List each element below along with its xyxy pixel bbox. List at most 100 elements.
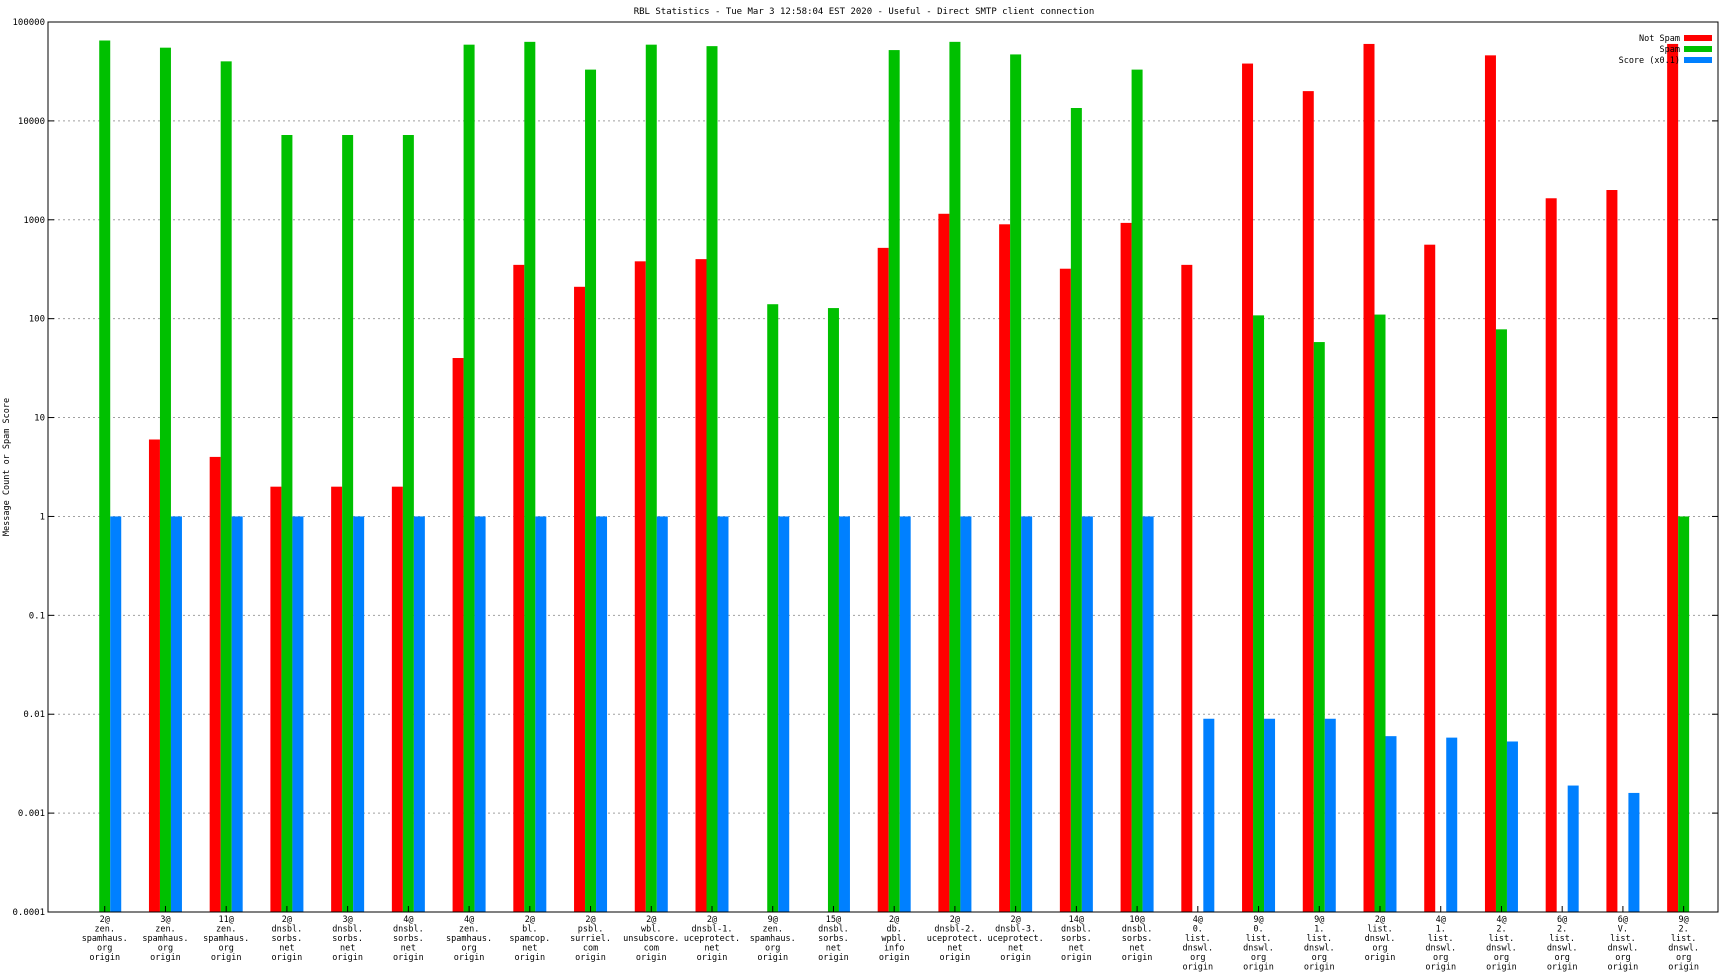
bar-spam — [706, 46, 718, 913]
x-tick-label: 15@ dnsbl. sorbs. net origin — [818, 915, 849, 963]
x-tick-label: 2@ zen. spamhaus. org origin — [82, 915, 128, 963]
bar-spam — [524, 41, 536, 912]
x-tick-label: 2@ dnsbl-3. uceprotect. net origin — [987, 915, 1043, 963]
bar-not-spam — [1181, 264, 1193, 912]
bar-score-x0-1 — [1081, 516, 1093, 912]
bar-score-x0-1 — [778, 516, 790, 912]
x-tick-label: 4@ 1. list. dnswl. org origin — [1425, 915, 1456, 972]
bar-score-x0-1 — [474, 516, 486, 912]
bar-not-spam — [1059, 268, 1071, 912]
bar-spam — [1678, 516, 1690, 912]
bar-not-spam — [877, 247, 889, 913]
bar-score-x0-1 — [960, 516, 972, 912]
bar-not-spam — [1302, 91, 1314, 913]
x-tick-label: 4@ 2. list. dnswl. org origin — [1486, 915, 1517, 972]
x-tick-label: 10@ dnsbl. sorbs. net origin — [1122, 915, 1153, 963]
bar-score-x0-1 — [413, 516, 425, 912]
bar-spam — [1313, 342, 1325, 912]
bar-spam — [585, 69, 597, 912]
bar-spam — [1010, 54, 1022, 912]
bar-spam — [1131, 69, 1143, 912]
y-tick-label: 1 — [40, 512, 45, 522]
bar-score-x0-1 — [353, 516, 365, 912]
bar-not-spam — [1363, 43, 1375, 913]
x-tick-label: 3@ dnsbl. sorbs. net origin — [332, 915, 363, 963]
y-axis-ticks: 0.0001 0.001 0.01 0.1 1 10 100 1000 10000 100000 — [12, 18, 1718, 918]
x-tick-label: 2@ db. wpbl. info origin — [879, 915, 910, 963]
x-tick-label: 2@ wbl. unsubscore. com origin — [623, 915, 679, 963]
bar-not-spam — [574, 286, 586, 913]
bar-spam — [402, 134, 414, 912]
bar-not-spam — [270, 486, 282, 912]
y-tick-label: 100000 — [12, 18, 45, 28]
chart-title: RBL Statistics - Tue Mar 3 12:58:04 EST … — [634, 7, 1095, 17]
bar-score-x0-1 — [899, 516, 911, 912]
x-tick-label: 9@ 0. list. dnswl. org origin — [1243, 915, 1274, 972]
x-tick-label: 2@ list. dnswl. org origin — [1365, 915, 1396, 963]
bar-score-x0-1 — [1264, 718, 1276, 912]
x-tick-label: 3@ zen. spamhaus. org origin — [142, 915, 188, 963]
x-tick-label: 11@ zen. spamhaus. org origin — [203, 915, 249, 963]
bar-score-x0-1 — [1385, 736, 1397, 912]
bar-score-x0-1 — [717, 516, 729, 912]
bar-spam — [99, 40, 111, 912]
bar-spam — [342, 134, 354, 912]
x-tick-label: 6@ V. list. dnswl. org origin — [1608, 915, 1639, 972]
bar-score-x0-1 — [1324, 718, 1336, 912]
bar-not-spam — [331, 486, 343, 912]
bar-not-spam — [1242, 63, 1254, 912]
bar-spam — [1495, 329, 1507, 913]
bar-score-x0-1 — [1506, 741, 1518, 912]
x-tick-label: 4@ 0. list. dnswl. org origin — [1182, 915, 1213, 972]
bar-not-spam — [513, 264, 525, 912]
x-tick-label: 2@ dnsbl-1. uceprotect. net origin — [684, 915, 740, 963]
bar-not-spam — [391, 486, 403, 912]
bar-score-x0-1 — [170, 516, 182, 912]
y-axis-label: Message Count or Spam Score — [2, 398, 12, 536]
y-tick-label: 10000 — [18, 117, 45, 127]
y-tick-label: 0.1 — [29, 611, 45, 621]
bar-not-spam — [148, 439, 160, 912]
bar-score-x0-1 — [231, 516, 243, 912]
y-tick-label: 0.001 — [18, 809, 45, 819]
x-tick-label: 9@ 2. list. dnswl. org origin — [1668, 915, 1699, 972]
legend-label: Spam — [1660, 45, 1680, 55]
bar-score-x0-1 — [656, 516, 668, 912]
x-tick-label: 6@ 2. list. dnswl. org origin — [1547, 915, 1578, 972]
x-tick-label: 2@ bl. spamcop. net origin — [509, 915, 550, 963]
bar-score-x0-1 — [1567, 785, 1579, 912]
bar-spam — [463, 44, 475, 912]
legend-label: Score (x0.1) — [1619, 56, 1680, 66]
x-tick-label: 9@ zen. spamhaus. org origin — [750, 915, 796, 963]
bar-score-x0-1 — [1203, 718, 1215, 912]
bar-not-spam — [1424, 244, 1436, 912]
bar-spam — [159, 47, 171, 913]
bar-not-spam — [1484, 55, 1496, 913]
bar-not-spam — [634, 261, 646, 912]
bar-spam — [767, 304, 779, 913]
bar-score-x0-1 — [1628, 792, 1640, 912]
bar-spam — [1253, 315, 1265, 912]
bar-score-x0-1 — [110, 516, 122, 912]
y-tick-label: 100 — [29, 315, 45, 325]
legend-swatch — [1684, 57, 1712, 63]
bar-not-spam — [209, 456, 221, 912]
bar-not-spam — [1606, 190, 1618, 912]
bar-not-spam — [938, 213, 950, 912]
legend-swatch — [1684, 46, 1712, 52]
x-tick-label: 9@ 1. list. dnswl. org origin — [1304, 915, 1335, 972]
bar-not-spam — [1120, 222, 1132, 912]
x-axis-labels: 2@ zen. spamhaus. org origin 3@ zen. spamhaus. o… — [82, 906, 1699, 972]
bar-spam — [645, 44, 657, 912]
bar-score-x0-1 — [1021, 516, 1033, 912]
bar-not-spam — [695, 259, 707, 912]
bar-not-spam — [452, 358, 464, 912]
bar-spam — [281, 134, 293, 912]
bar-not-spam — [999, 224, 1011, 913]
bar-score-x0-1 — [535, 516, 547, 912]
x-tick-label: 4@ dnsbl. sorbs. net origin — [393, 915, 424, 963]
bar-score-x0-1 — [1446, 737, 1458, 912]
bar-score-x0-1 — [596, 516, 608, 912]
y-tick-label: 10 — [34, 414, 45, 424]
